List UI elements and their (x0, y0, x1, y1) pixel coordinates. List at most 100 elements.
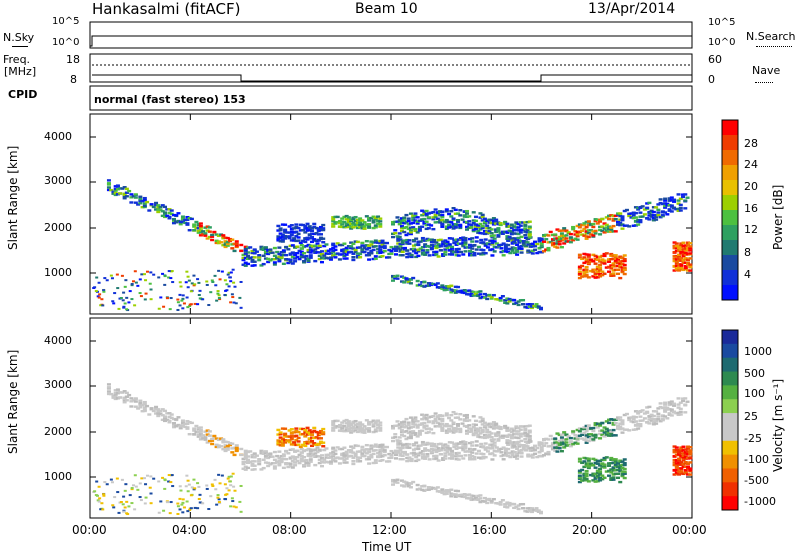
power-cell (420, 214, 425, 217)
velocity-cell (553, 446, 558, 449)
velocity-cell (378, 443, 383, 447)
power-cell (627, 225, 632, 228)
power-cell (423, 245, 428, 248)
velocity-cell (221, 448, 226, 451)
power-cell (500, 230, 505, 233)
velocity-cell (142, 402, 147, 406)
velocity-cell (402, 430, 407, 434)
velocity-cell (167, 421, 172, 424)
velocity-cell (678, 413, 683, 416)
velocity-cell (120, 391, 125, 394)
velocity-cell (167, 474, 171, 477)
power-cell (293, 245, 298, 249)
power-cell (355, 252, 360, 255)
velocity-cell (402, 450, 407, 454)
velocity-cell (183, 425, 188, 429)
power-cell (364, 248, 369, 251)
velocity-cell (472, 448, 477, 451)
power-cell (514, 228, 519, 232)
power-cell (434, 250, 439, 254)
power-cell (622, 272, 627, 276)
velocity-cell (456, 489, 461, 493)
power-cell (609, 273, 614, 276)
xtick: 00:00 (72, 523, 107, 537)
velocity-cell (308, 450, 313, 453)
power-cell (494, 222, 499, 225)
velocity-cell (408, 436, 413, 440)
velocity-cell (314, 436, 319, 439)
power-cell (422, 217, 427, 221)
velocity-cell (627, 418, 632, 422)
velocity-cell (275, 454, 280, 458)
power-cell (142, 196, 147, 200)
velocity-cell (342, 461, 347, 464)
velocity-cell (340, 429, 345, 433)
power-cell (322, 254, 327, 257)
power-cell (193, 283, 197, 286)
velocity-cell (165, 501, 169, 504)
power-cell (512, 240, 517, 243)
power-cell (548, 240, 553, 244)
power-cell (306, 257, 311, 261)
velocity-cell (434, 457, 439, 460)
power-cell (584, 274, 589, 277)
power-cell (319, 250, 324, 253)
power-cell (315, 242, 320, 245)
power-cell (456, 290, 461, 293)
power-cell (488, 243, 493, 246)
velocity-cell (402, 420, 407, 423)
velocity-cell (485, 434, 490, 437)
velocity-cell (450, 453, 455, 457)
velocity-cell (355, 456, 360, 459)
power-cell (686, 258, 691, 262)
velocity-cell (604, 470, 609, 473)
power-cell (180, 220, 185, 224)
velocity-cell (443, 452, 448, 455)
power-cell (318, 228, 323, 232)
velocity-cell (580, 468, 585, 472)
velocity-cell (259, 468, 264, 471)
velocity-cell (138, 482, 142, 485)
power-cell (683, 261, 688, 264)
power-cell (257, 256, 262, 259)
velocity-cell (440, 429, 445, 432)
velocity-cell (677, 457, 682, 460)
velocity-cell (335, 425, 340, 428)
power-cell (575, 224, 580, 228)
velocity-cell (360, 423, 365, 426)
velocity-cell (516, 436, 521, 440)
velocity-cell (238, 500, 242, 503)
velocity-cell (512, 444, 517, 447)
power-cell (95, 276, 99, 279)
power-cell (408, 212, 413, 215)
power-cell (521, 241, 526, 245)
power-cell (487, 231, 492, 234)
velocity-cell (318, 431, 323, 434)
power-cell (248, 246, 253, 249)
power-cell (580, 233, 585, 236)
velocity-cell (676, 403, 681, 406)
velocity-cell (429, 444, 434, 448)
colorbar-swatch (722, 440, 738, 456)
velocity-cell (660, 414, 665, 417)
power-cell (609, 230, 614, 233)
velocity-cell (414, 447, 419, 450)
velocity-cell (295, 459, 300, 463)
power-cell (491, 217, 496, 220)
velocity-cell (165, 412, 170, 415)
velocity-cell (524, 448, 529, 452)
power-cell (315, 251, 320, 254)
velocity-cell (138, 403, 143, 407)
power-cell (367, 219, 372, 222)
power-cell (278, 228, 283, 232)
velocity-cell (620, 470, 625, 473)
velocity-cell (168, 512, 172, 515)
velocity-cell (498, 500, 503, 504)
power-cell (607, 230, 612, 233)
velocity-cell (450, 449, 455, 453)
power-cell (405, 242, 410, 245)
power-cell (482, 229, 487, 233)
velocity-cell (358, 460, 363, 463)
power-cell (433, 215, 438, 219)
power-cell (584, 220, 589, 224)
